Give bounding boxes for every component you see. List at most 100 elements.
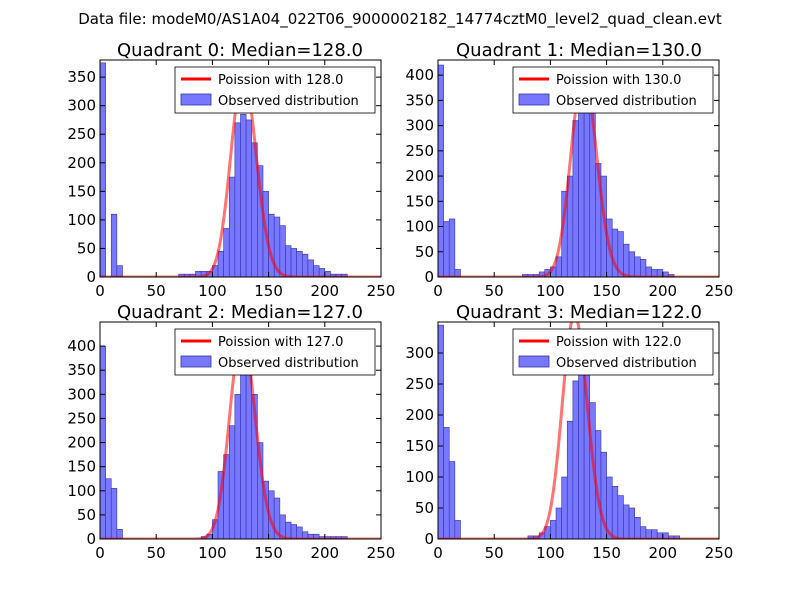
legend-label-poisson: Poission with 130.0 bbox=[556, 73, 681, 88]
y-tick-label: 250 bbox=[405, 142, 434, 160]
panel-title: Quadrant 0: Median=128.0 bbox=[117, 40, 363, 61]
x-tick-label: 50 bbox=[147, 544, 166, 562]
axes: 0 50 100 150 200 250 0 50 100 150 200 250 300 350 bbox=[67, 59, 396, 300]
y-tick-label: 250 bbox=[67, 409, 96, 427]
x-tick-label: 50 bbox=[147, 282, 166, 300]
histogram-bar bbox=[110, 213, 118, 277]
histogram-bar bbox=[572, 380, 579, 539]
y-tick-label: 150 bbox=[405, 192, 434, 210]
legend-label-observed: Observed distribution bbox=[218, 94, 359, 109]
y-tick-label: 100 bbox=[67, 482, 96, 500]
plot-frame bbox=[437, 321, 720, 540]
histogram-bar bbox=[448, 461, 456, 539]
x-tick-label: 200 bbox=[648, 282, 677, 300]
histogram-bar bbox=[611, 485, 619, 539]
panel-title: Quadrant 1: Median=130.0 bbox=[456, 40, 702, 61]
x-tick-label: 0 bbox=[433, 282, 443, 300]
y-tick-label: 150 bbox=[67, 458, 96, 476]
legend-bar-swatch bbox=[180, 355, 212, 368]
histogram-bar bbox=[240, 113, 247, 277]
y-tick-label: 300 bbox=[405, 344, 434, 362]
axes: 0 50 100 150 200 250 0 50 100 150 200 250 300 bbox=[405, 321, 733, 562]
x-tick-label: 150 bbox=[592, 544, 621, 562]
histogram-bar bbox=[228, 176, 236, 277]
histogram-bar bbox=[617, 495, 624, 539]
quadrant-2-panel: Quadrant 2: Median=127.0 0 50 100 150 200 250… bbox=[67, 302, 395, 562]
y-tick-label: 250 bbox=[405, 375, 434, 393]
histogram-bar bbox=[290, 524, 297, 539]
histogram-bar bbox=[302, 253, 309, 277]
histogram-bar bbox=[296, 526, 303, 539]
histogram-bar bbox=[640, 259, 647, 277]
legend-label-poisson: Poission with 128.0 bbox=[218, 73, 343, 88]
y-tick-label: 200 bbox=[405, 406, 434, 424]
histogram-bar bbox=[555, 507, 562, 539]
y-tick-label: 400 bbox=[67, 337, 96, 355]
x-tick-label: 250 bbox=[367, 282, 396, 300]
y-tick-label: 350 bbox=[405, 91, 434, 109]
histogram-bar bbox=[116, 265, 123, 277]
histogram-bar bbox=[634, 256, 641, 277]
histogram-bar bbox=[572, 120, 579, 277]
x-tick-label: 100 bbox=[536, 282, 565, 300]
histogram-bar bbox=[307, 259, 314, 277]
y-tick-label: 0 bbox=[424, 530, 434, 548]
y-tick-label: 50 bbox=[415, 243, 434, 261]
histogram-bar bbox=[583, 84, 591, 277]
histogram-bar bbox=[245, 119, 253, 277]
histogram-bar bbox=[438, 64, 444, 277]
quadrant-0-panel: Quadrant 0: Median=128.0 0 50 100 150 200 250… bbox=[67, 40, 395, 300]
histogram-bar bbox=[628, 251, 636, 277]
histogram-bar bbox=[313, 265, 320, 277]
legend-label-observed: Observed distribution bbox=[556, 94, 697, 109]
x-tick-label: 150 bbox=[254, 282, 283, 300]
x-tick-label: 250 bbox=[705, 282, 734, 300]
histogram-bar bbox=[645, 266, 652, 277]
y-tick-label: 300 bbox=[405, 117, 434, 135]
plot-frame bbox=[99, 321, 382, 540]
histogram-bar bbox=[561, 476, 568, 539]
histogram-bar bbox=[105, 478, 112, 539]
y-tick-label: 200 bbox=[67, 434, 96, 452]
y-tick-label: 50 bbox=[77, 239, 96, 257]
histogram-bar bbox=[628, 507, 636, 539]
histogram-bar bbox=[623, 504, 630, 539]
histogram-bar bbox=[296, 251, 303, 277]
quadrant-3-panel: Quadrant 3: Median=122.0 0 50 100 150 200 250… bbox=[405, 302, 733, 562]
y-tick-label: 200 bbox=[67, 154, 96, 172]
histogram-bar bbox=[110, 488, 118, 539]
histogram-bar bbox=[234, 394, 241, 539]
x-tick-label: 100 bbox=[536, 544, 565, 562]
histogram-bar bbox=[673, 535, 680, 539]
figure-suptitle: Data file: modeM0/AS1A04_022T06_90000021… bbox=[78, 10, 722, 29]
y-tick-label: 350 bbox=[67, 361, 96, 379]
x-tick-label: 250 bbox=[367, 544, 396, 562]
x-tick-label: 50 bbox=[485, 282, 504, 300]
y-tick-label: 150 bbox=[405, 437, 434, 455]
legend-bar-swatch bbox=[180, 93, 212, 106]
histogram-bar bbox=[550, 520, 557, 539]
legend-bar-swatch bbox=[518, 93, 550, 106]
histogram-bar bbox=[448, 218, 456, 277]
y-tick-label: 100 bbox=[405, 218, 434, 236]
x-tick-label: 0 bbox=[433, 544, 443, 562]
histogram-bar bbox=[640, 526, 647, 539]
y-tick-label: 100 bbox=[405, 468, 434, 486]
quadrant-1-panel: Quadrant 1: Median=130.0 0 50 100 150 200 250… bbox=[405, 40, 733, 300]
y-tick-label: 250 bbox=[67, 125, 96, 143]
plot-frame bbox=[99, 59, 382, 278]
histogram-bar bbox=[279, 225, 286, 277]
y-tick-label: 300 bbox=[67, 385, 96, 403]
y-tick-label: 0 bbox=[86, 530, 96, 548]
legend: Poission with 122.0 Observed distribution bbox=[512, 328, 714, 376]
histogram-bar bbox=[443, 427, 450, 539]
y-tick-label: 0 bbox=[424, 268, 434, 286]
legend-label-poisson: Poission with 122.0 bbox=[556, 335, 681, 350]
histogram-bar bbox=[290, 248, 297, 277]
histogram-bar bbox=[454, 269, 461, 277]
panel-title: Quadrant 2: Median=127.0 bbox=[117, 302, 363, 323]
legend-label-observed: Observed distribution bbox=[556, 356, 697, 371]
histogram-bar bbox=[623, 243, 630, 277]
x-tick-label: 150 bbox=[254, 544, 283, 562]
